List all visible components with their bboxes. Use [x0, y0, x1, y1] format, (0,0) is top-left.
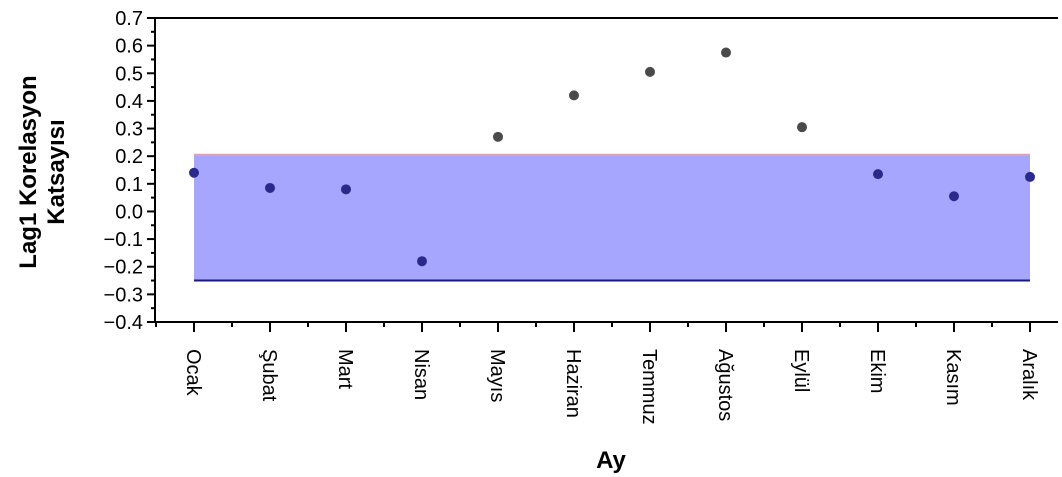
data-point — [1025, 171, 1035, 182]
y-axis-title-line-1: Lag1 Korelasyon — [15, 75, 42, 268]
x-tick-label: Mayıs — [486, 349, 508, 402]
data-point — [797, 122, 807, 133]
x-tick-label: Eylül — [790, 349, 812, 392]
confidence-band — [194, 153, 1030, 282]
axes — [147, 17, 1058, 332]
data-point — [265, 182, 275, 193]
data-point — [417, 256, 427, 267]
data-point — [949, 191, 959, 202]
x-axis-title: Ay — [596, 447, 626, 474]
x-tick-label: Ekim — [866, 349, 888, 393]
data-points — [189, 47, 1035, 267]
data-point — [341, 184, 351, 195]
data-point — [873, 169, 883, 180]
y-tick-label: 0.1 — [115, 174, 143, 196]
data-point — [645, 66, 655, 77]
x-tick-label: Kasım — [942, 349, 964, 406]
y-axis-title: Lag1 Korelasyon Katsayısı — [15, 75, 70, 268]
y-tick-label: 0.5 — [115, 63, 143, 85]
x-tick-label: Nisan — [410, 349, 432, 400]
x-tick-label: Aralık — [1018, 349, 1040, 401]
x-tick-label: Şubat — [258, 349, 280, 402]
y-tick-label: 0.3 — [115, 119, 143, 141]
y-tick-label: 0.4 — [115, 91, 143, 113]
y-tick-label: 0.6 — [115, 36, 143, 58]
x-tick-label: Ocak — [182, 349, 204, 397]
data-point — [189, 167, 199, 178]
data-point — [493, 131, 503, 142]
y-tick-label: 0.7 — [115, 8, 143, 30]
x-tick-label: Temmuz — [638, 349, 660, 425]
y-tick-labels: 0.7 0.6 0.5 0.4 0.3 0.2 0.1 0.0 −0.1 −0.2 −0.3 −0.4 — [104, 8, 143, 334]
y-tick-label: 0.0 — [115, 201, 143, 223]
confidence-band-fill — [194, 154, 1030, 281]
x-tick-label: Mart — [334, 349, 356, 389]
x-tick-label: Ağustos — [714, 349, 736, 421]
y-tick-label: −0.1 — [104, 229, 143, 251]
y-tick-label: −0.2 — [104, 257, 143, 279]
data-point — [569, 90, 579, 101]
data-point — [721, 47, 731, 58]
y-tick-label: −0.3 — [104, 284, 143, 306]
y-axis-title-line-2: Katsayısı — [43, 119, 70, 224]
y-tick-label: 0.2 — [115, 146, 143, 168]
x-tick-labels: Ocak Şubat Mart Nisan Mayıs Haziran Temmuz Ağus… — [182, 349, 1040, 425]
y-tick-label: −0.4 — [104, 312, 143, 334]
x-tick-label: Haziran — [562, 349, 584, 418]
